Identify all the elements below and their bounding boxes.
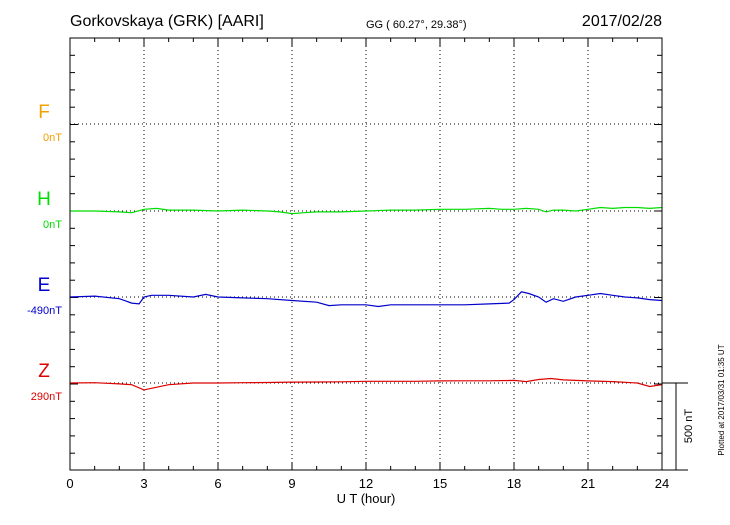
x-tick-label: 24 [655, 476, 669, 491]
series-name-e: E [38, 275, 51, 296]
series-name-f: F [38, 102, 50, 123]
date-label: 2017/02/28 [582, 13, 662, 30]
series-line-e [69, 291, 663, 308]
x-tick-labels: 0 3 6 9 12 15 18 21 24 [66, 476, 669, 491]
x-tick-label: 18 [507, 476, 521, 491]
station-title: Gorkovskaya (GRK) [AARI] [70, 13, 264, 30]
x-tick-label: 3 [140, 476, 147, 491]
x-tick-label: 15 [433, 476, 447, 491]
series-line-h [70, 206, 663, 215]
series-line-z [69, 377, 663, 391]
x-tick-label: 21 [581, 476, 595, 491]
series-name-h: H [37, 189, 51, 210]
x-axis-label: U T (hour) [337, 491, 396, 506]
plot-frame [69, 37, 663, 471]
series-baseline-h: 0nT [43, 219, 62, 231]
x-tick-label: 0 [66, 476, 73, 491]
series-baseline-f: 0nT [43, 132, 62, 144]
grid-lines [70, 38, 662, 470]
axis-ticks [69, 38, 663, 470]
x-tick-label: 9 [288, 476, 295, 491]
x-tick-label: 12 [359, 476, 373, 491]
component-labels: F 0nT H 0nT E -490nT Z 290nT [27, 102, 62, 403]
plotted-timestamp: Plotted at 2017/03/31 01:35 UT [717, 344, 726, 455]
series-name-z: Z [38, 361, 50, 382]
series-baseline-z: 290nT [31, 391, 62, 403]
scale-bar: 500 nT [662, 382, 695, 471]
coordinates-label: GG ( 60.27°, 29.38°) [366, 19, 467, 31]
scale-bar-label: 500 nT [683, 409, 695, 444]
series-baseline-e: -490nT [27, 305, 62, 317]
series-lines [69, 206, 663, 391]
x-tick-label: 6 [214, 476, 221, 491]
